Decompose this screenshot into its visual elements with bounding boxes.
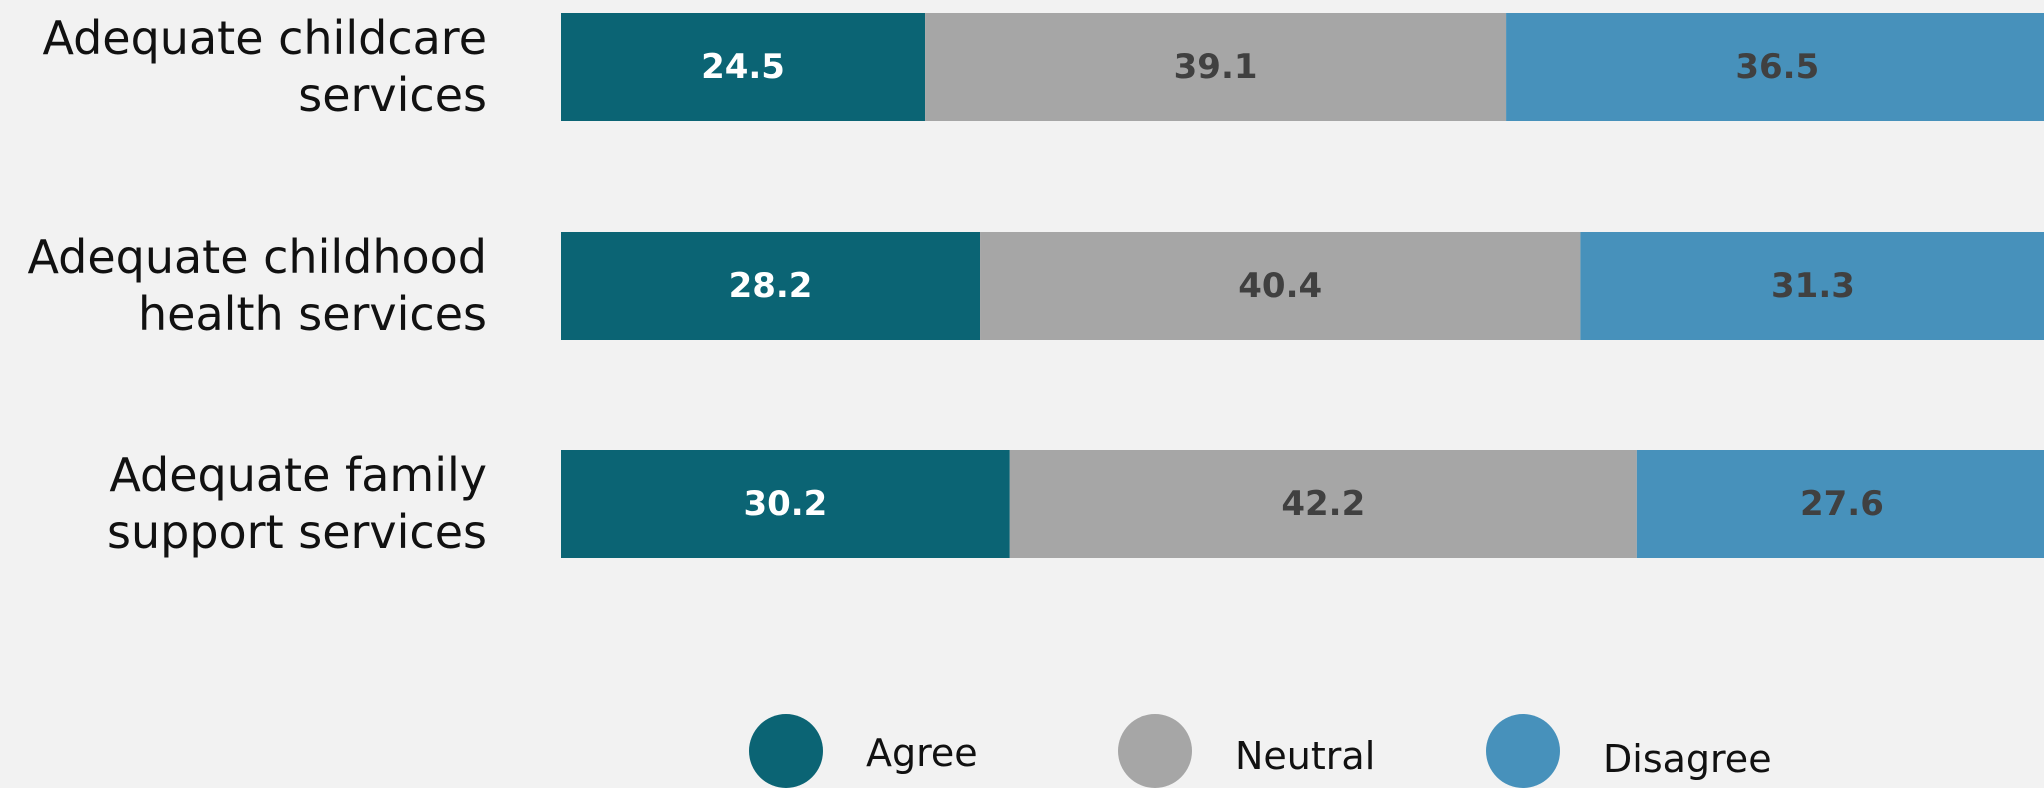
value-label: 40.4 xyxy=(1238,266,1322,306)
value-label: 27.6 xyxy=(1800,484,1884,524)
value-label: 28.2 xyxy=(729,266,813,306)
bar-segment xyxy=(925,13,1507,121)
value-label: 30.2 xyxy=(743,484,827,524)
bar-segment xyxy=(561,232,981,340)
bar-segment xyxy=(1580,232,2044,340)
value-label: 24.5 xyxy=(701,47,785,87)
legend-swatch xyxy=(749,714,823,788)
category-label: Adequate family support services xyxy=(107,448,487,559)
legend-label: Agree xyxy=(866,731,978,775)
legend-label: Neutral xyxy=(1235,734,1375,778)
bar-segment xyxy=(561,13,926,121)
value-label: 42.2 xyxy=(1281,484,1365,524)
category-label: Adequate childhood health services xyxy=(27,230,487,341)
value-label: 39.1 xyxy=(1174,47,1258,87)
bar-segment xyxy=(1506,13,2044,121)
bar-segment xyxy=(980,232,1581,340)
value-label: 36.5 xyxy=(1735,47,1819,87)
bar-segment xyxy=(1009,450,1637,558)
value-label: 31.3 xyxy=(1771,266,1855,306)
legend-label: Disagree xyxy=(1603,737,1772,781)
legend-swatch xyxy=(1118,714,1192,788)
bar-segment xyxy=(561,450,1010,558)
bar-segment xyxy=(1636,450,2044,558)
legend-swatch xyxy=(1486,714,1560,788)
category-label: Adequate childcare services xyxy=(42,11,487,122)
